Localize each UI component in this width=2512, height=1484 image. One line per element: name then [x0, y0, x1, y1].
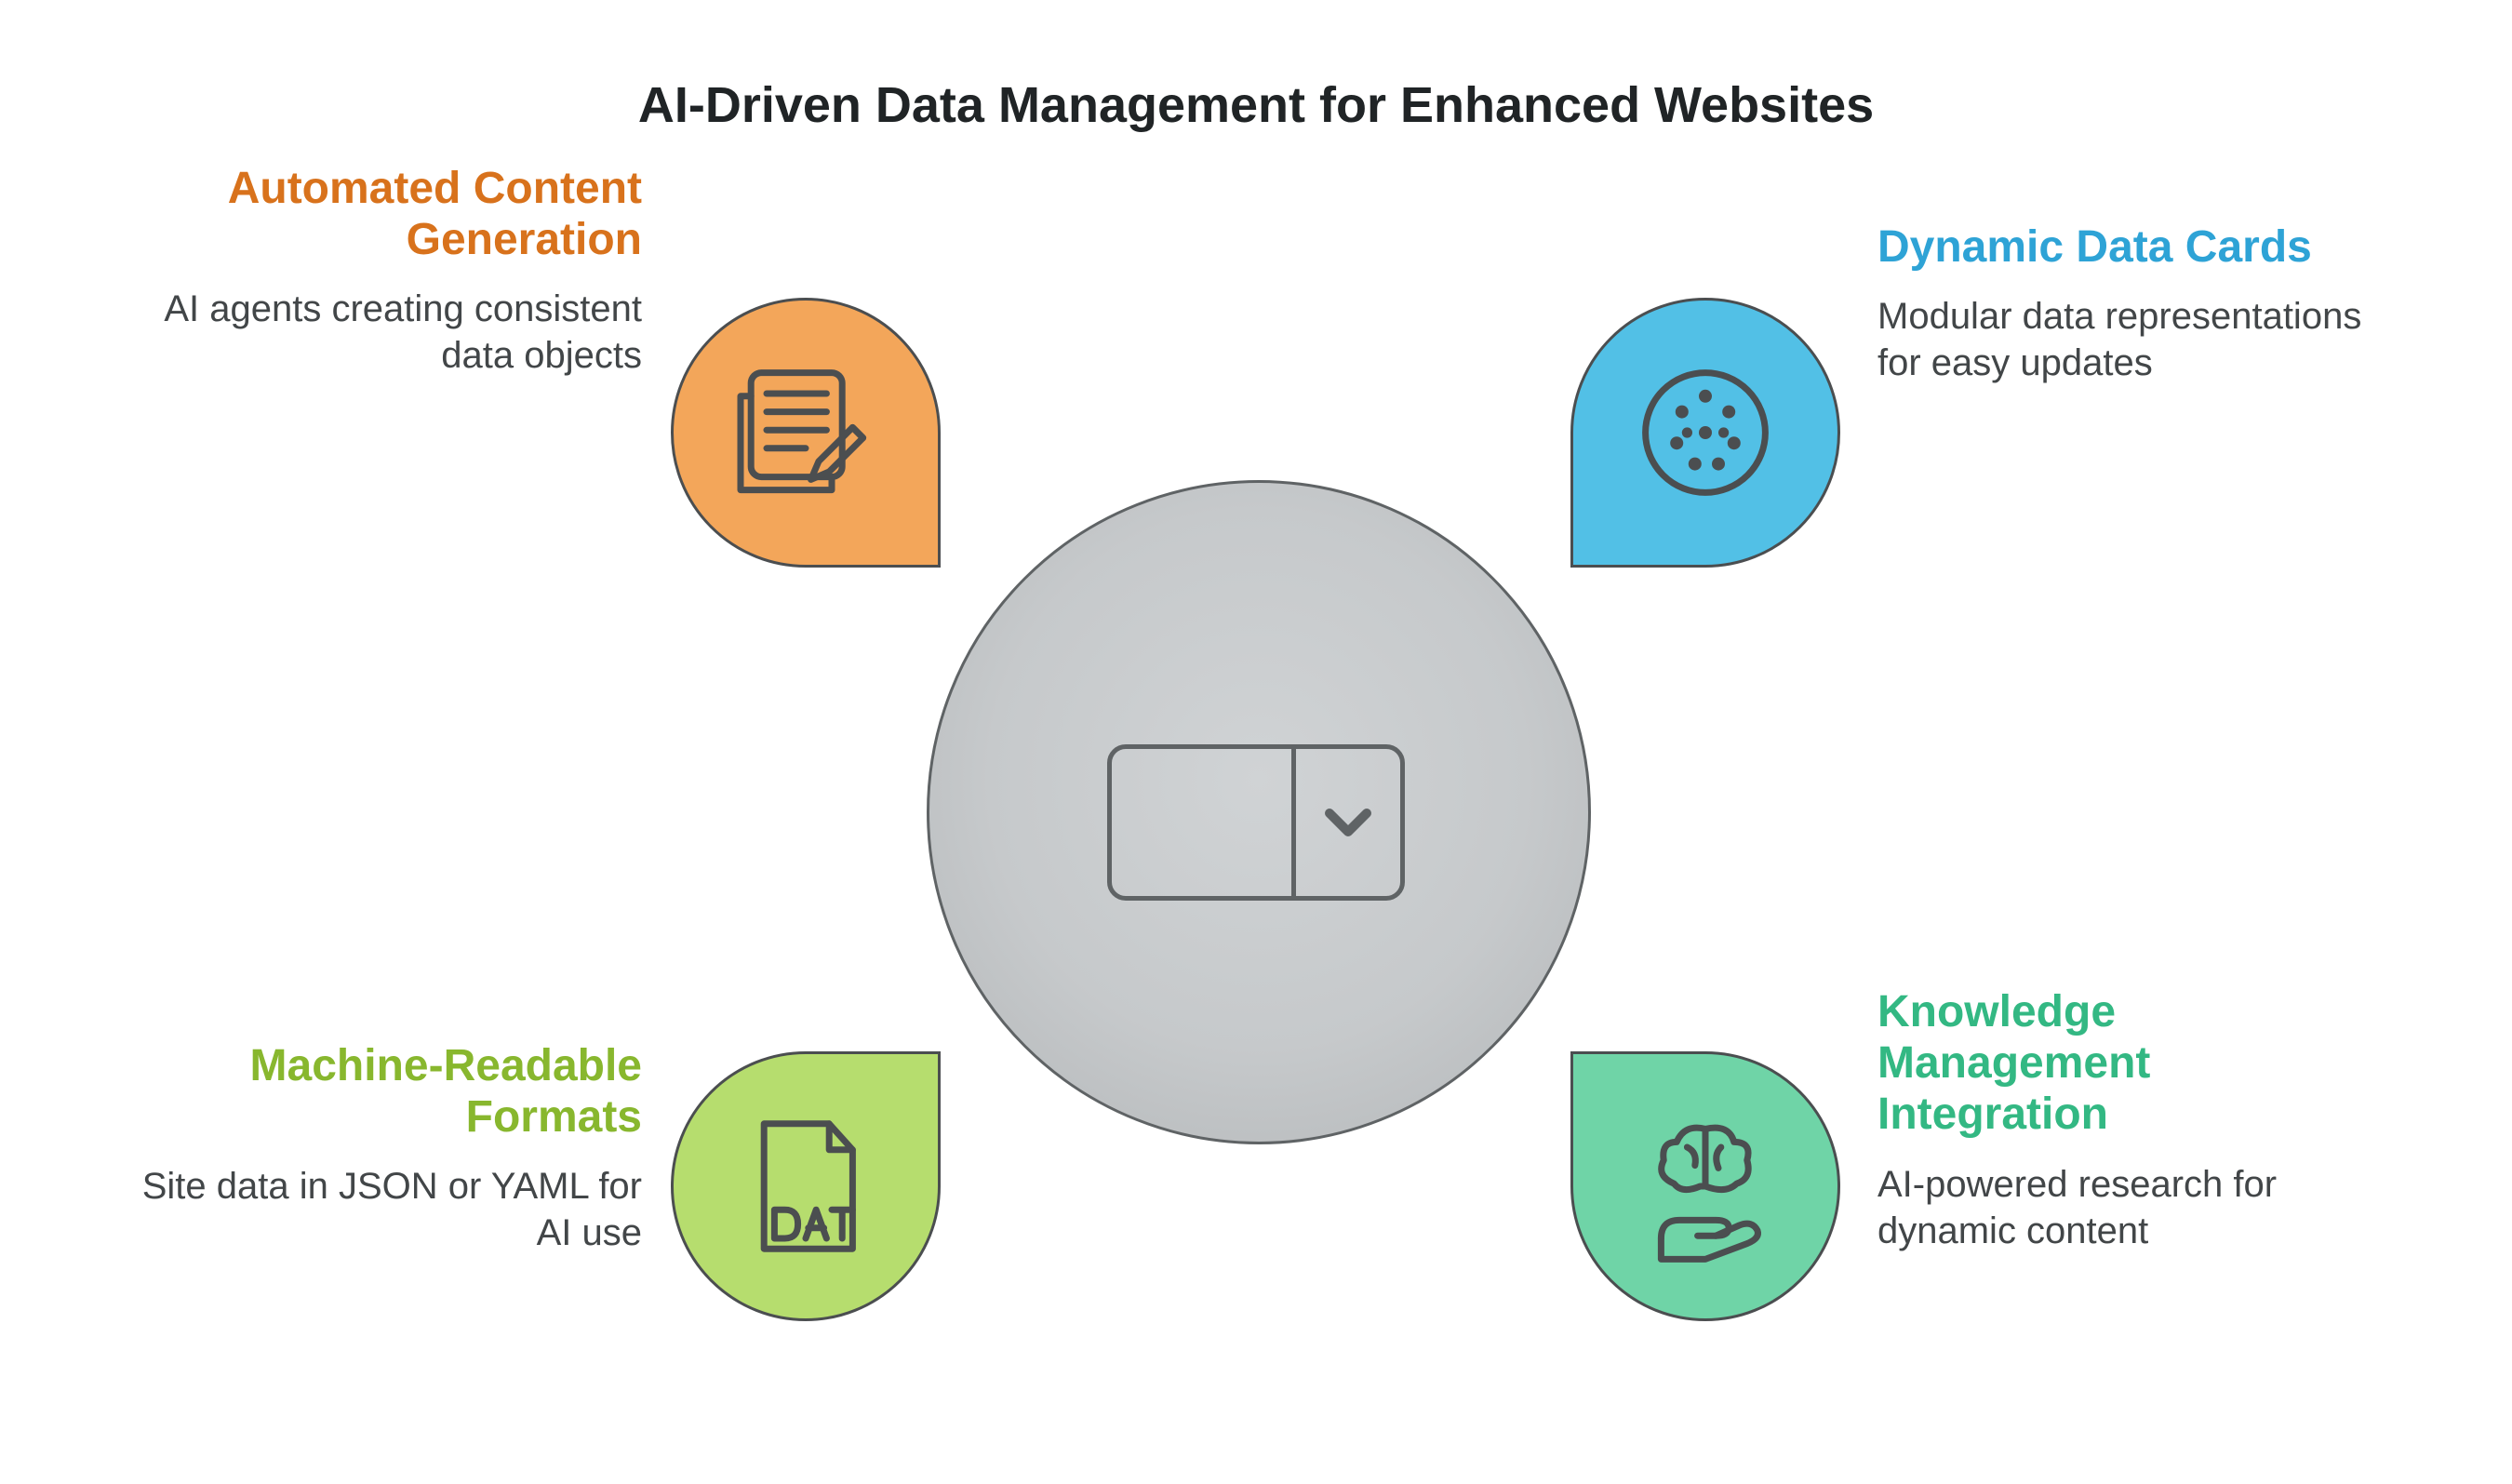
dots-disc-icon [1627, 354, 1784, 511]
body-dynamic-cards: Modular data representations for easy up… [1877, 293, 2380, 386]
body-automated-content: AI agents creating consistent data objec… [140, 286, 642, 379]
bubble-automated-content [671, 298, 941, 568]
page-title: AI-Driven Data Management for Enhanced W… [0, 76, 2512, 134]
text-automated-content: Automated Content Generation AI agents cr… [140, 163, 642, 379]
bubble-machine-readable [671, 1051, 941, 1321]
title-dynamic-cards: Dynamic Data Cards [1877, 221, 2380, 273]
text-machine-readable: Machine-Readable Formats Site data in JSO… [140, 1040, 642, 1256]
brain-hand-icon [1627, 1108, 1784, 1264]
note-pencil-icon [728, 354, 884, 511]
text-dynamic-cards: Dynamic Data Cards Modular data represent… [1877, 221, 2380, 386]
centre-widget-divider [1291, 749, 1296, 896]
title-automated-content: Automated Content Generation [140, 163, 642, 265]
title-machine-readable: Machine-Readable Formats [140, 1040, 642, 1143]
dat-file-icon [728, 1108, 884, 1264]
bubble-knowledge-mgmt [1570, 1051, 1840, 1321]
bubble-dynamic-cards [1570, 298, 1840, 568]
title-knowledge-mgmt: Knowledge Management Integration [1877, 986, 2380, 1141]
chevron-down-icon [1325, 809, 1371, 836]
text-knowledge-mgmt: Knowledge Management Integration AI-power… [1877, 986, 2380, 1254]
centre-dropdown-widget [1107, 744, 1405, 901]
body-machine-readable: Site data in JSON or YAML for AI use [140, 1163, 642, 1256]
body-knowledge-mgmt: AI-powered research for dynamic content [1877, 1161, 2380, 1254]
